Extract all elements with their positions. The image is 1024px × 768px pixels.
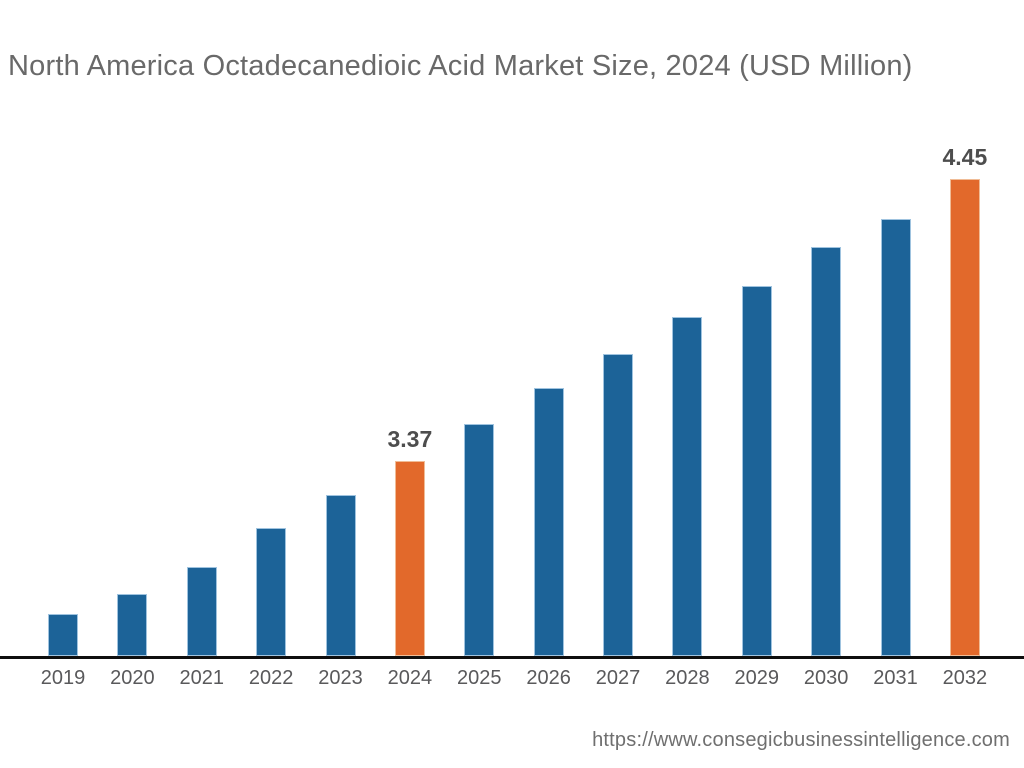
chart-title: North America Octadecanedioic Acid Marke… xyxy=(8,50,913,82)
bar-column xyxy=(880,156,911,656)
x-axis-line xyxy=(0,656,1024,659)
x-tick-label: 2032 xyxy=(942,667,988,689)
x-tick-label: 2024 xyxy=(387,667,433,689)
bar xyxy=(533,388,564,656)
x-tick-label: 2031 xyxy=(873,667,918,689)
x-tick: 2023 xyxy=(318,667,363,690)
bar-column xyxy=(117,156,148,656)
x-tick-label: 2029 xyxy=(734,667,780,689)
bar-column xyxy=(256,156,287,656)
x-tick-label: 2023 xyxy=(318,667,363,689)
x-tick: 2029 xyxy=(735,667,780,690)
x-tick: 2021 xyxy=(180,667,225,690)
bar xyxy=(256,528,287,656)
bar-column xyxy=(603,156,633,656)
bar-highlighted xyxy=(394,461,425,656)
bar-highlighted xyxy=(949,179,980,656)
bar xyxy=(880,219,911,656)
x-tick: 2027 xyxy=(596,667,641,690)
source-url: https://www.consegicbusinessintelligence… xyxy=(592,729,1010,751)
bar-value-label: 3.37 xyxy=(387,426,433,452)
bar xyxy=(464,424,495,656)
x-tick-label: 2026 xyxy=(526,667,571,689)
bar xyxy=(603,354,633,656)
bar xyxy=(741,286,772,656)
x-tick: 2019 xyxy=(41,667,86,690)
bar-column xyxy=(325,156,356,656)
x-tick: 2020 xyxy=(110,667,155,690)
x-tick-label: 2027 xyxy=(595,667,641,689)
x-tick: 2025 xyxy=(457,667,502,690)
bar xyxy=(811,247,842,656)
bar-column xyxy=(186,156,217,656)
bar-column: 4.45 xyxy=(942,144,987,656)
bar xyxy=(117,594,148,656)
plot-area: 3.37 4.45 xyxy=(48,144,987,656)
x-tick: 2032 xyxy=(943,667,988,690)
x-tick: 2030 xyxy=(804,667,849,690)
bar-value-label: 4.45 xyxy=(942,144,988,170)
bar-column xyxy=(464,156,495,656)
x-tick: 2028 xyxy=(665,667,710,690)
bar-column xyxy=(48,156,78,656)
bar-column xyxy=(811,156,842,656)
x-tick: 2031 xyxy=(873,667,918,690)
bar-column xyxy=(741,156,772,656)
x-tick-label: 2019 xyxy=(40,667,86,689)
bar xyxy=(672,317,703,656)
bars-row: 3.37 4.45 xyxy=(48,144,987,656)
x-axis-tick-labels: 2019 2020 2021 2022 2023 2024 2025 2026 2027 2028… xyxy=(41,667,988,690)
x-tick-label: 2021 xyxy=(179,667,225,689)
bar xyxy=(325,495,356,656)
x-tick-label: 2020 xyxy=(110,667,155,689)
bar-column xyxy=(672,156,703,656)
x-tick-label: 2028 xyxy=(665,667,710,689)
x-tick: 2022 xyxy=(249,667,294,690)
bar-column: 3.37 xyxy=(387,156,432,656)
bar-column xyxy=(533,156,564,656)
x-tick: 2026 xyxy=(526,667,571,690)
x-tick: 2024 xyxy=(388,667,433,690)
x-tick-label: 2030 xyxy=(803,667,849,689)
x-tick-label: 2022 xyxy=(248,667,294,689)
bar xyxy=(186,567,217,656)
bar xyxy=(48,614,78,656)
x-tick-label: 2025 xyxy=(457,667,502,689)
